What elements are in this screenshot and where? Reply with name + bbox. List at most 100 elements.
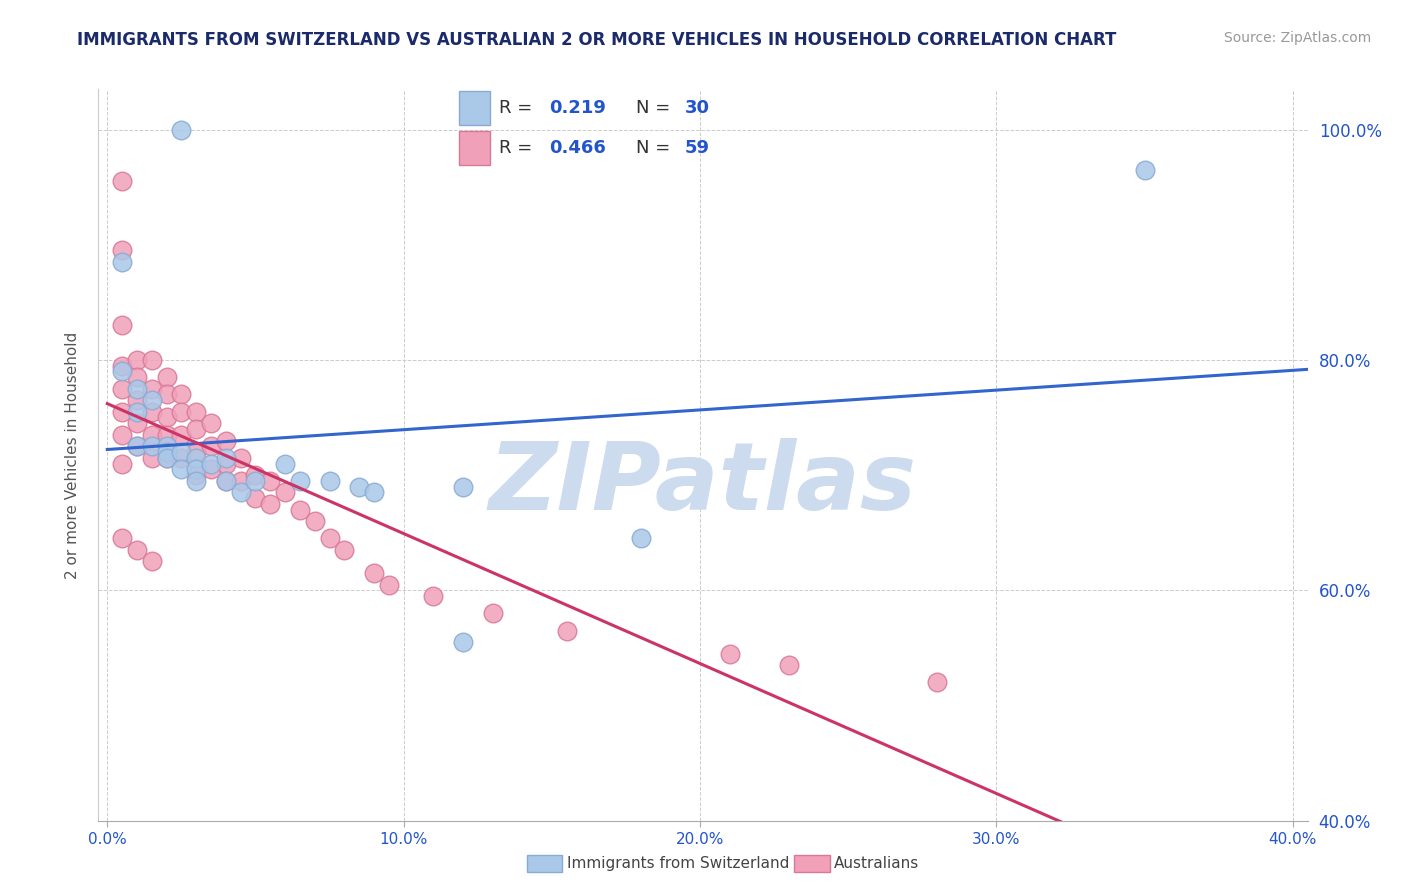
Point [630,532,652,546]
Point [245,491,267,505]
Point [111,359,134,373]
Point [111,174,134,188]
Point [718,647,741,661]
Point [245,474,267,488]
Point [111,405,134,419]
Point [200,457,222,471]
Point [111,382,134,396]
Point [141,427,163,442]
Point [141,554,163,568]
Point [111,532,134,546]
Point [363,566,385,580]
Text: 0.466: 0.466 [548,139,606,157]
Point [259,474,281,488]
Point [363,485,385,500]
Point [141,439,163,453]
Point [215,434,238,448]
Point [170,427,193,442]
Point [141,382,163,396]
Point [1133,162,1156,177]
Point [347,480,370,494]
Point [155,370,177,384]
Point [125,543,148,558]
Point [155,450,177,465]
Point [125,393,148,408]
Point [200,416,222,430]
Point [111,244,134,258]
Point [229,474,252,488]
Point [111,364,134,378]
Point [170,387,193,401]
Point [304,514,326,528]
Point [481,607,503,621]
Point [155,450,177,465]
Text: IMMIGRANTS FROM SWITZERLAND VS AUSTRALIAN 2 OR MORE VEHICLES IN HOUSEHOLD CORREL: IMMIGRANTS FROM SWITZERLAND VS AUSTRALIA… [77,31,1116,49]
Point [170,445,193,459]
Y-axis label: 2 or more Vehicles in Household: 2 or more Vehicles in Household [65,331,80,579]
Point [111,427,134,442]
Text: R =: R = [499,99,538,117]
FancyBboxPatch shape [460,91,491,125]
Point [555,624,578,638]
Point [125,439,148,453]
Point [170,450,193,465]
Point [141,405,163,419]
Point [229,450,252,465]
Point [927,675,949,690]
Point [422,589,444,603]
Text: 30: 30 [685,99,710,117]
Point [170,462,193,476]
Point [318,474,340,488]
Point [155,439,177,453]
Point [125,370,148,384]
Point [125,352,148,367]
Text: ZIPatlas: ZIPatlas [489,438,917,530]
Point [186,474,208,488]
Point [170,122,193,136]
Point [141,393,163,408]
Text: Source: ZipAtlas.com: Source: ZipAtlas.com [1223,31,1371,45]
Point [215,450,238,465]
Point [778,658,800,673]
Point [451,480,474,494]
Point [155,410,177,425]
Point [378,577,401,591]
Point [274,485,297,500]
Text: 59: 59 [685,139,710,157]
Point [155,445,177,459]
Text: 0.219: 0.219 [548,99,606,117]
Point [170,405,193,419]
Point [200,439,222,453]
Point [125,416,148,430]
Point [186,462,208,476]
Point [155,387,177,401]
Point [215,474,238,488]
Point [333,543,356,558]
Point [111,318,134,333]
Point [215,474,238,488]
Point [125,405,148,419]
Point [186,405,208,419]
Point [288,474,311,488]
Point [186,450,208,465]
Point [215,457,238,471]
Text: R =: R = [499,139,538,157]
Point [141,352,163,367]
Point [186,422,208,436]
Point [259,497,281,511]
Text: N =: N = [636,99,675,117]
Text: Immigrants from Switzerland: Immigrants from Switzerland [567,856,789,871]
Point [125,439,148,453]
Point [451,635,474,649]
Point [125,382,148,396]
Point [274,457,297,471]
Point [155,427,177,442]
Point [141,450,163,465]
Point [245,468,267,483]
Point [111,457,134,471]
Point [229,485,252,500]
FancyBboxPatch shape [460,131,491,165]
Point [200,462,222,476]
Text: Australians: Australians [834,856,920,871]
Point [288,502,311,516]
